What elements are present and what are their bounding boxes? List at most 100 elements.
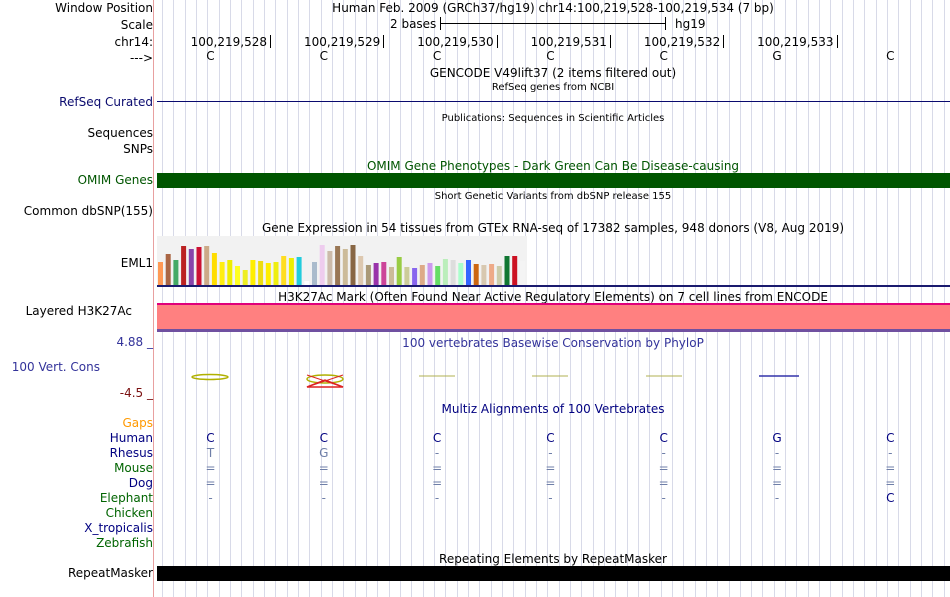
label-species-rhesus[interactable]: Rhesus xyxy=(109,446,153,460)
label-gaps[interactable]: Gaps xyxy=(122,416,153,430)
grid-line xyxy=(377,0,378,597)
gtex-tissue-bar xyxy=(389,267,394,285)
track-title-gtex[interactable]: Gene Expression in 54 tissues from GTEx … xyxy=(261,221,845,235)
gtex-tissue-bar xyxy=(304,281,310,285)
track-title-publications[interactable]: Publications: Sequences in Scientific Ar… xyxy=(441,113,665,124)
grid-line xyxy=(366,0,367,597)
phylop-conservation-marks[interactable] xyxy=(157,368,950,392)
label-eml1[interactable]: EML1 xyxy=(120,256,153,270)
grid-line xyxy=(604,0,605,597)
track-title-refseq[interactable]: RefSeq genes from NCBI xyxy=(491,82,615,93)
alignment-cell: = xyxy=(771,461,783,475)
alignment-cell: = xyxy=(771,476,783,490)
ruler-tick xyxy=(270,35,271,48)
gtex-tissue-bar xyxy=(204,246,210,285)
omim-track-bar[interactable] xyxy=(157,173,950,188)
label-snps[interactable]: SNPs xyxy=(123,142,153,156)
gtex-tissue-bar xyxy=(519,261,525,285)
gtex-tissue-bar xyxy=(504,256,510,285)
grid-line xyxy=(649,0,650,597)
alignment-cell: = xyxy=(205,476,216,490)
grid-line xyxy=(185,0,186,597)
gtex-track-baseline xyxy=(157,285,950,287)
track-title-repeatmasker[interactable]: Repeating Elements by RepeatMasker xyxy=(439,552,667,566)
track-title-gencode[interactable]: GENCODE V49lift37 (2 items filtered out) xyxy=(429,66,677,80)
grid-line xyxy=(298,0,299,597)
grid-line xyxy=(683,0,684,597)
label-repeatmasker[interactable]: RepeatMasker xyxy=(67,566,153,580)
alignment-cell: = xyxy=(658,476,669,490)
h3k27ac-signal[interactable] xyxy=(157,303,950,329)
grid-line xyxy=(842,0,843,597)
alignment-cell: = xyxy=(432,461,443,475)
gtex-tissue-bar xyxy=(296,257,302,285)
gtex-tissue-bar xyxy=(181,246,187,285)
label-common-dbsnp[interactable]: Common dbSNP(155) xyxy=(23,204,153,218)
gtex-tissue-bar xyxy=(358,256,364,285)
gtex-tissue-bar xyxy=(281,256,287,285)
label-species-mouse[interactable]: Mouse xyxy=(114,461,153,475)
gtex-tissue-bar xyxy=(435,266,441,285)
track-title-multiz[interactable]: Multiz Alignments of 100 Vertebrates xyxy=(441,402,665,416)
grid-line xyxy=(309,0,310,597)
reference-base: C xyxy=(432,49,442,63)
grid-line xyxy=(627,0,628,597)
label-100-vert-cons[interactable]: 100 Vert. Cons xyxy=(11,360,100,374)
grid-line xyxy=(321,0,322,597)
label-species-elephant[interactable]: Elephant xyxy=(99,491,153,505)
grid-line xyxy=(819,0,820,597)
grid-line xyxy=(774,0,775,597)
gtex-tissue-bar xyxy=(396,257,402,285)
label-species-chicken[interactable]: Chicken xyxy=(105,506,153,520)
track-title-h3k27ac[interactable]: H3K27Ac Mark (Often Found Near Active Re… xyxy=(278,290,828,304)
label-window-position[interactable]: Window Position xyxy=(55,1,153,15)
label-sequences[interactable]: Sequences xyxy=(87,126,153,140)
grid-line xyxy=(661,0,662,597)
gtex-background xyxy=(157,236,527,285)
reference-base: C xyxy=(886,49,895,63)
alignment-cell: T xyxy=(206,446,215,460)
grid-line xyxy=(887,0,888,597)
gtex-tissue-bar xyxy=(489,264,495,285)
alignment-cell: C xyxy=(886,431,895,445)
track-title-dbsnp[interactable]: Short Genetic Variants from dbSNP releas… xyxy=(434,191,672,202)
track-title-omim[interactable]: OMIM Gene Phenotypes - Dark Green Can Be… xyxy=(366,159,740,173)
label-refseq-curated[interactable]: RefSeq Curated xyxy=(59,95,153,109)
gtex-tissue-bar xyxy=(165,254,171,285)
repeatmasker-bar[interactable] xyxy=(157,566,950,581)
ruler-tick xyxy=(610,35,611,48)
gtex-tissue-bar xyxy=(412,268,418,285)
alignment-cell: C xyxy=(206,431,215,445)
ruler-position-label: 100,219,530 xyxy=(417,35,494,49)
label-layered-h3k27ac[interactable]: Layered H3K27Ac xyxy=(25,304,132,318)
ruler-position-label: 100,219,529 xyxy=(303,35,381,49)
grid-line xyxy=(921,0,922,597)
label-species-human[interactable]: Human xyxy=(109,431,153,445)
grid-line xyxy=(468,0,469,597)
gtex-tissue-bar xyxy=(327,251,333,285)
gtex-expression-bars[interactable] xyxy=(157,236,537,285)
gtex-tissue-bar xyxy=(227,260,233,285)
label-scale[interactable]: Scale xyxy=(120,18,153,32)
label-omim-genes[interactable]: OMIM Genes xyxy=(77,173,153,187)
label-species-x_tropicalis[interactable]: X_tropicalis xyxy=(84,521,153,535)
label-strand[interactable]: ---> xyxy=(129,51,153,65)
track-title-phylop[interactable]: 100 vertebrates Basewise Conservation by… xyxy=(402,336,704,350)
gtex-tissue-bar xyxy=(365,265,371,285)
label-species-zebrafish[interactable]: Zebrafish xyxy=(96,536,153,550)
grid-line xyxy=(796,0,797,597)
gtex-tissue-bar xyxy=(381,262,387,285)
gtex-tissue-bar xyxy=(258,261,264,285)
gtex-tissue-bar xyxy=(196,247,202,285)
grid-line xyxy=(785,0,786,597)
grid-line xyxy=(479,0,480,597)
ruler-tick xyxy=(837,35,838,48)
gtex-tissue-bar xyxy=(342,249,348,285)
grid-line xyxy=(547,0,548,597)
grid-line xyxy=(230,0,231,597)
ruler-position-label: 100,219,528 xyxy=(190,35,267,49)
label-species-dog[interactable]: Dog xyxy=(128,476,153,490)
label-chromosome[interactable]: chr14: xyxy=(114,35,153,49)
grid-line xyxy=(729,0,730,597)
